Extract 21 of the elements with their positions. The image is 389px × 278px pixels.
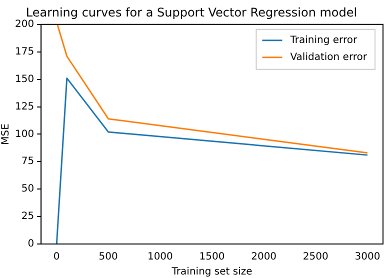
y-tick-label: 175 xyxy=(14,46,34,58)
y-tick-label: 125 xyxy=(14,101,34,112)
y-tick-label: 25 xyxy=(21,211,34,222)
y-tick-label: 100 xyxy=(14,128,34,140)
chart-title: Learning curves for a Support Vector Regression model xyxy=(26,5,358,20)
x-tick-label: 2000 xyxy=(251,252,277,263)
x-tick-label: 3000 xyxy=(354,252,380,263)
x-tick-label: 1000 xyxy=(147,252,173,263)
y-tick-label: 200 xyxy=(14,18,34,30)
x-tick-label: 1500 xyxy=(199,252,225,263)
y-tick-label: 50 xyxy=(21,184,34,195)
y-tick-label: 0 xyxy=(28,238,34,250)
y-tick-label: 75 xyxy=(21,156,34,168)
legend-label: Training error xyxy=(289,34,358,46)
y-tick-label: 150 xyxy=(14,74,34,85)
x-tick-label: 2500 xyxy=(302,252,328,263)
x-axis-title: Training set size xyxy=(170,266,252,278)
y-axis-title: MSE xyxy=(0,124,12,145)
x-tick-label: 0 xyxy=(53,252,60,263)
x-tick-label: 500 xyxy=(98,252,118,263)
legend-label: Validation error xyxy=(290,52,368,63)
